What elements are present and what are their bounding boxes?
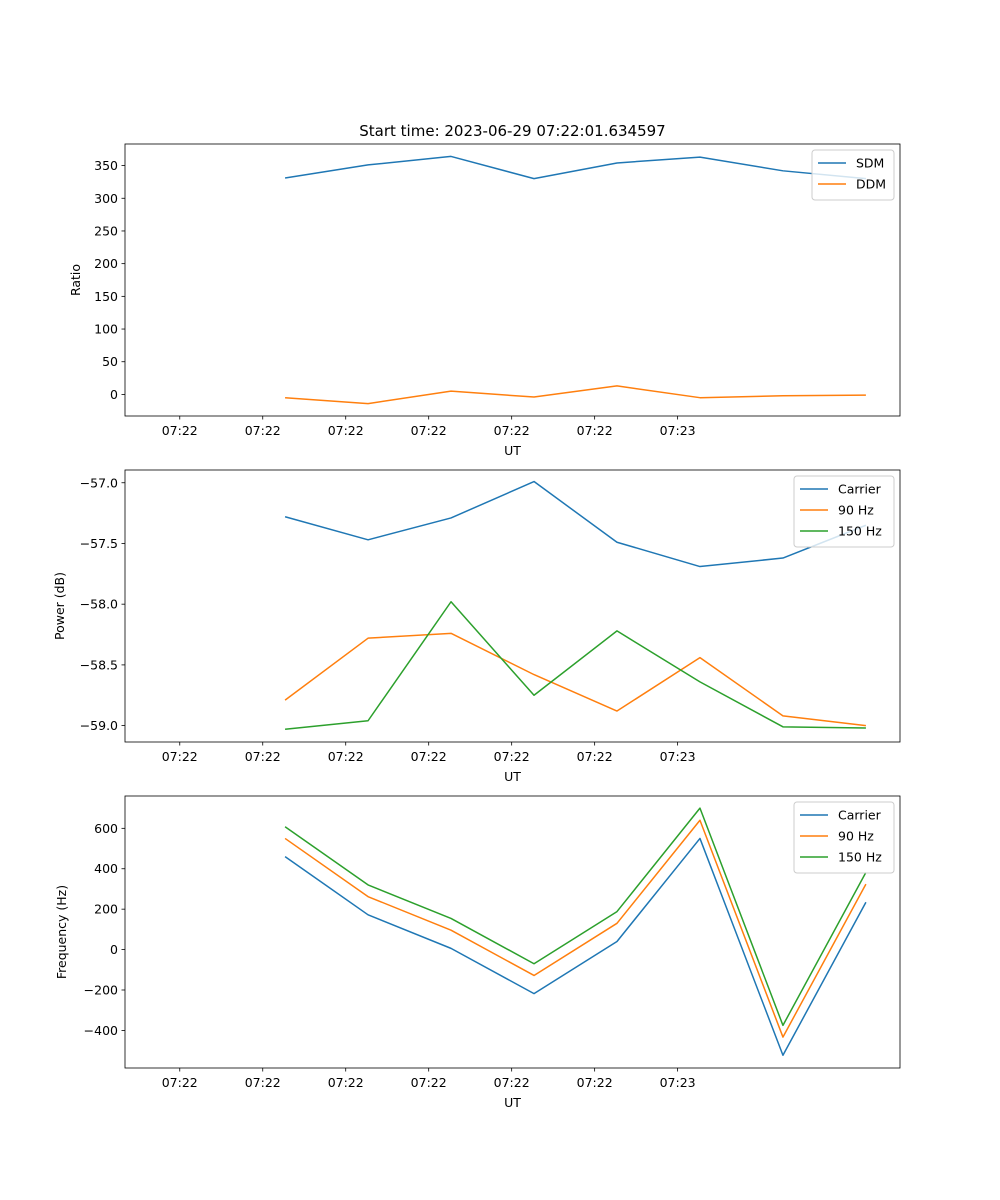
legend-label: Carrier bbox=[838, 808, 882, 823]
y-axis-label: Power (dB) bbox=[52, 572, 67, 640]
x-axis-label: UT bbox=[504, 769, 521, 784]
x-tick-label: 07:22 bbox=[162, 749, 198, 764]
x-tick-label: 07:23 bbox=[660, 749, 696, 764]
chart-panel-2: −59.0 −58.5 −58.0 −57.5 −57.0 07:22 07:22 07:22… bbox=[52, 469, 901, 784]
y-tick-label: −400 bbox=[84, 1023, 118, 1038]
x-tick-label: 07:22 bbox=[162, 1075, 198, 1090]
legend-label: 150 Hz bbox=[838, 850, 882, 865]
legend-label: 90 Hz bbox=[838, 503, 874, 518]
y-tick-label: −58.5 bbox=[80, 657, 118, 672]
y-tick-label: 600 bbox=[94, 821, 118, 836]
y-tick-label: 250 bbox=[94, 223, 118, 238]
legend-label: 90 Hz bbox=[838, 829, 874, 844]
x-tick-label: 07:22 bbox=[577, 749, 613, 764]
y-tick-label: −58.0 bbox=[80, 597, 118, 612]
y-axis-label: Ratio bbox=[68, 264, 83, 296]
series-line-150-hz bbox=[284, 807, 867, 1027]
x-tick-label: 07:23 bbox=[660, 423, 696, 438]
series-line-sdm bbox=[284, 155, 866, 180]
x-tick-label: 07:22 bbox=[494, 749, 530, 764]
y-tick-label: 350 bbox=[94, 158, 118, 173]
series-line-carrier bbox=[284, 837, 867, 1057]
x-tick-label: 07:22 bbox=[411, 1075, 447, 1090]
x-axis-label: UT bbox=[504, 1095, 521, 1110]
y-tick-label: −57.0 bbox=[80, 475, 118, 490]
x-tick-label: 07:22 bbox=[328, 1075, 364, 1090]
y-tick-label: −200 bbox=[84, 982, 118, 997]
y-tick-label: −59.0 bbox=[80, 718, 118, 733]
y-tick-label: 400 bbox=[94, 861, 118, 876]
axes-frame bbox=[124, 143, 901, 417]
legend-label: Carrier bbox=[838, 482, 882, 497]
x-tick-label: 07:22 bbox=[494, 1075, 530, 1090]
y-tick-label: 200 bbox=[94, 256, 118, 271]
x-tick-label: 07:22 bbox=[577, 423, 613, 438]
x-tick-label: 07:22 bbox=[162, 423, 198, 438]
figure-title: Start time: 2023-06-29 07:22:01.634597 bbox=[359, 122, 665, 140]
y-tick-label: 50 bbox=[102, 354, 118, 369]
y-axis-label: Frequency (Hz) bbox=[54, 885, 69, 979]
series-line-ddm bbox=[285, 385, 866, 405]
x-tick-label: 07:22 bbox=[577, 1075, 613, 1090]
series-line-90-hz bbox=[284, 632, 866, 727]
x-tick-label: 07:22 bbox=[245, 1075, 281, 1090]
legend-box bbox=[793, 801, 895, 874]
x-tick-label: 07:23 bbox=[660, 1075, 696, 1090]
x-tick-label: 07:22 bbox=[328, 749, 364, 764]
x-tick-label: 07:22 bbox=[245, 749, 281, 764]
series-line-90-hz bbox=[284, 819, 867, 1038]
axes-frame bbox=[124, 795, 901, 1069]
axes-frame bbox=[124, 469, 901, 743]
chart-panel-3: −400 −200 0 200 400 600 07:22 07:22 07:22 07:22 07… bbox=[54, 795, 901, 1110]
y-tick-label: −57.5 bbox=[80, 536, 118, 551]
y-tick-label: 0 bbox=[110, 387, 118, 402]
y-tick-label: 300 bbox=[94, 191, 118, 206]
x-tick-label: 07:22 bbox=[494, 423, 530, 438]
y-tick-label: 200 bbox=[94, 902, 118, 917]
x-tick-label: 07:22 bbox=[411, 749, 447, 764]
legend: SDM DDM bbox=[811, 149, 895, 201]
y-tick-label: 100 bbox=[94, 322, 118, 337]
legend: Carrier 90 Hz 150 Hz bbox=[793, 801, 895, 874]
chart-panel-1: 0 50 100 150 200 250 300 350 07:22 07:22 07:22 07:2… bbox=[68, 143, 901, 458]
x-tick-label: 07:22 bbox=[411, 423, 447, 438]
legend: Carrier 90 Hz 150 Hz bbox=[793, 475, 895, 548]
legend-label: DDM bbox=[856, 177, 886, 192]
legend-label: 150 Hz bbox=[838, 524, 882, 539]
x-axis-label: UT bbox=[504, 443, 521, 458]
y-tick-label: 0 bbox=[110, 942, 118, 957]
y-tick-label: 150 bbox=[94, 289, 118, 304]
x-tick-label: 07:22 bbox=[245, 423, 281, 438]
legend-label: SDM bbox=[856, 156, 884, 171]
series-line-150-hz bbox=[285, 601, 866, 730]
series-line-carrier bbox=[284, 480, 867, 568]
x-tick-label: 07:22 bbox=[328, 423, 364, 438]
legend-box bbox=[793, 475, 895, 548]
